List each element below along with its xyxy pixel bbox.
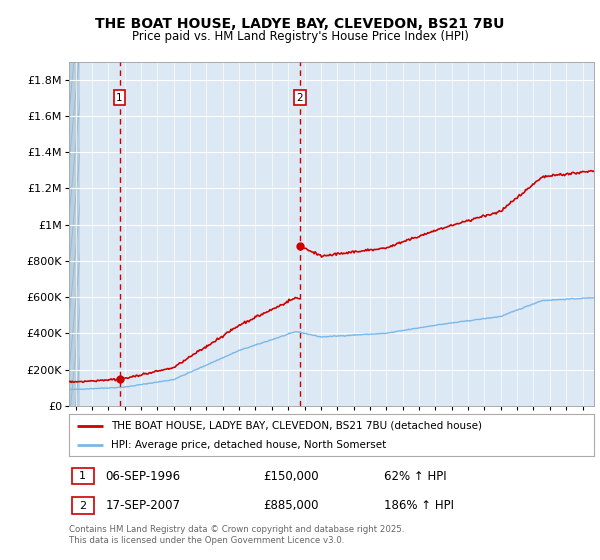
Text: 17-SEP-2007: 17-SEP-2007 <box>106 499 181 512</box>
Text: £885,000: £885,000 <box>263 499 319 512</box>
Bar <box>71 497 94 514</box>
Bar <box>80 62 594 406</box>
Text: £150,000: £150,000 <box>263 470 319 483</box>
Text: HPI: Average price, detached house, North Somerset: HPI: Average price, detached house, Nort… <box>111 440 386 450</box>
Text: Contains HM Land Registry data © Crown copyright and database right 2025.
This d: Contains HM Land Registry data © Crown c… <box>69 525 404 545</box>
Text: THE BOAT HOUSE, LADYE BAY, CLEVEDON, BS21 7BU (detached house): THE BOAT HOUSE, LADYE BAY, CLEVEDON, BS2… <box>111 421 482 431</box>
Text: 2: 2 <box>79 501 86 511</box>
Bar <box>69 62 80 406</box>
Text: 1: 1 <box>116 93 123 103</box>
Text: 2: 2 <box>296 93 303 103</box>
Text: Price paid vs. HM Land Registry's House Price Index (HPI): Price paid vs. HM Land Registry's House … <box>131 30 469 43</box>
Bar <box>71 468 94 484</box>
Text: 186% ↑ HPI: 186% ↑ HPI <box>384 499 454 512</box>
Text: 62% ↑ HPI: 62% ↑ HPI <box>384 470 446 483</box>
Text: 06-SEP-1996: 06-SEP-1996 <box>106 470 181 483</box>
Text: THE BOAT HOUSE, LADYE BAY, CLEVEDON, BS21 7BU: THE BOAT HOUSE, LADYE BAY, CLEVEDON, BS2… <box>95 17 505 31</box>
Text: 1: 1 <box>79 471 86 481</box>
